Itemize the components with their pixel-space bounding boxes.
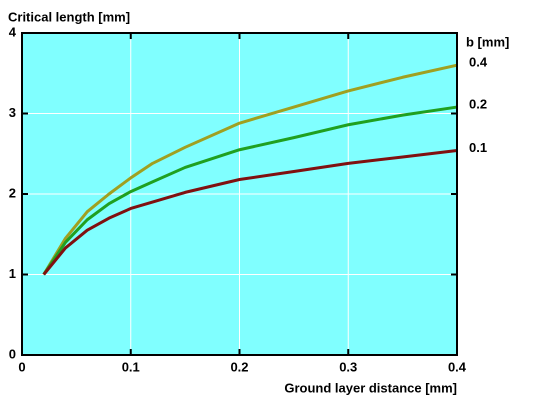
x-tick-label: 0.1 [122,359,140,374]
y-tick-label: 0 [9,346,16,361]
x-tick-label: 0.3 [339,359,357,374]
chart-title: Critical length [mm] [8,9,130,24]
series-label: 0.2 [469,96,487,111]
series-label: 0.4 [469,55,488,70]
line [42,63,458,276]
x-tick-label: 0 [18,359,25,374]
line [42,149,458,276]
y-tick-label: 3 [9,105,16,120]
legend-title: b [mm] [466,34,509,49]
x-axis-label: Ground layer distance [mm] [284,380,457,395]
line [42,105,458,276]
x-tick-label: 0.2 [230,359,248,374]
y-tick-label: 4 [9,24,17,39]
y-tick-label: 2 [9,185,16,200]
y-tick-label: 1 [9,266,16,281]
x-tick-label: 0.4 [448,359,467,374]
plot-border [21,32,458,356]
series-label: 0.1 [469,140,487,155]
